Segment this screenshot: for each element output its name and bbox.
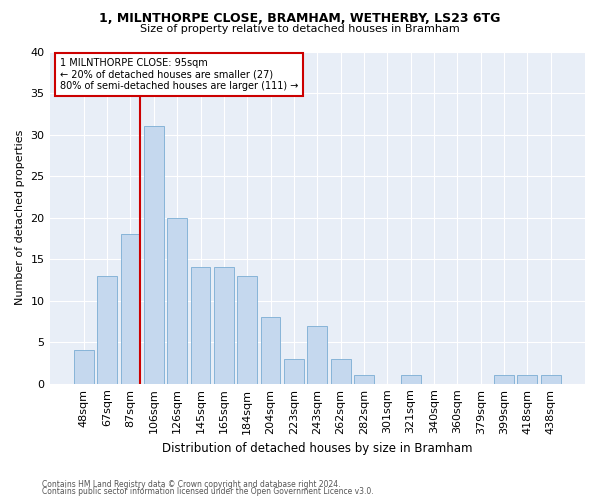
Bar: [74, 350, 94, 384]
Bar: [144, 126, 164, 384]
Bar: [167, 218, 187, 384]
Bar: [191, 268, 211, 384]
Text: 1, MILNTHORPE CLOSE, BRAMHAM, WETHERBY, LS23 6TG: 1, MILNTHORPE CLOSE, BRAMHAM, WETHERBY, …: [100, 12, 500, 26]
Bar: [517, 376, 538, 384]
X-axis label: Distribution of detached houses by size in Bramham: Distribution of detached houses by size …: [162, 442, 473, 455]
Bar: [541, 376, 560, 384]
Text: 1 MILNTHORPE CLOSE: 95sqm
← 20% of detached houses are smaller (27)
80% of semi-: 1 MILNTHORPE CLOSE: 95sqm ← 20% of detac…: [60, 58, 299, 92]
Bar: [121, 234, 140, 384]
Bar: [307, 326, 327, 384]
Y-axis label: Number of detached properties: Number of detached properties: [15, 130, 25, 306]
Bar: [331, 359, 350, 384]
Bar: [401, 376, 421, 384]
Text: Contains public sector information licensed under the Open Government Licence v3: Contains public sector information licen…: [42, 487, 374, 496]
Bar: [284, 359, 304, 384]
Bar: [238, 276, 257, 384]
Text: Contains HM Land Registry data © Crown copyright and database right 2024.: Contains HM Land Registry data © Crown c…: [42, 480, 341, 489]
Bar: [97, 276, 117, 384]
Bar: [494, 376, 514, 384]
Bar: [260, 317, 280, 384]
Bar: [354, 376, 374, 384]
Bar: [214, 268, 234, 384]
Text: Size of property relative to detached houses in Bramham: Size of property relative to detached ho…: [140, 24, 460, 34]
